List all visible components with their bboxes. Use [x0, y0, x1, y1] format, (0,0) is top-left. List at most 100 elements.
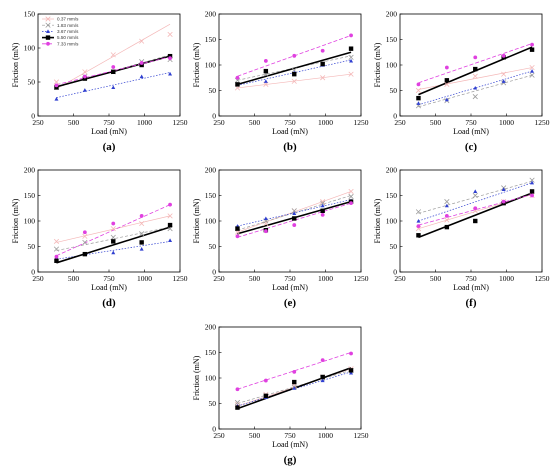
data-point-v733: [54, 83, 59, 88]
data-point-v550: [444, 224, 450, 230]
data-point-v550: [292, 71, 297, 77]
data-point-v037: [472, 73, 478, 79]
data-point-v037: [348, 188, 354, 195]
y-tick-label: 150: [24, 10, 36, 19]
data-point-v183: [415, 209, 422, 215]
y-tick-label: 50: [28, 242, 36, 251]
x-tick-label: 250: [213, 118, 225, 127]
y-tick-label: 0: [212, 425, 216, 434]
x-tick-label: 1250: [173, 118, 188, 127]
legend-label: 7.33 mm/s: [57, 41, 79, 46]
y-axis-title: Friction (mN): [11, 198, 20, 243]
data-point-v733: [349, 33, 353, 38]
data-point-v550: [235, 82, 240, 87]
data-point-v733: [416, 224, 421, 229]
data-point-v183: [139, 231, 145, 237]
x-tick-label: 250: [32, 118, 44, 127]
data-point-v550: [139, 240, 144, 245]
x-axis-title: Load (mN): [453, 283, 489, 292]
data-point-v733: [235, 234, 240, 239]
legend-label: 5.50 mm/s: [57, 35, 79, 40]
data-point-v733: [235, 75, 240, 80]
x-tick-label: 500: [430, 118, 442, 127]
y-tick-label: 150: [205, 348, 217, 357]
data-point-v367: [54, 97, 59, 101]
data-point-v550: [111, 239, 116, 244]
chart-panel: 250 500 750 1000 1250 0 50 100 150 200 Load (mN) Fr…: [192, 10, 369, 153]
x-axis-title: Load (mN): [272, 283, 308, 292]
x-tick-label: 500: [249, 431, 261, 440]
data-point-v367: [292, 386, 297, 390]
data-point-v037: [291, 78, 297, 84]
x-tick-label: 500: [68, 274, 80, 283]
data-point-v037: [110, 226, 116, 232]
x-tick-label: 500: [68, 118, 80, 127]
data-point-v183: [82, 239, 88, 246]
data-point-v550: [529, 189, 535, 194]
chart-panel: 250 500 750 1000 1250 0 50 100 150 200 Load (mN) Fr…: [192, 323, 369, 466]
x-tick-label: 750: [465, 118, 477, 127]
y-tick-label: 150: [386, 35, 398, 44]
data-point-v550: [348, 46, 354, 51]
x-tick-label: 1000: [318, 118, 333, 127]
x-tick-label: 1250: [354, 274, 369, 283]
x-tick-label: 1000: [137, 274, 152, 283]
y-tick-label: 150: [24, 191, 36, 200]
x-tick-label: 1250: [535, 274, 550, 283]
fit-line-v733: [237, 352, 352, 390]
data-point-v183: [291, 208, 297, 214]
data-point-v037: [320, 75, 326, 81]
data-point-v037: [348, 71, 354, 77]
data-point-v367: [263, 79, 268, 83]
plot-frame: [218, 326, 362, 430]
x-tick-label: 1250: [354, 431, 369, 440]
fit-line-v733: [56, 204, 171, 257]
data-point-v733: [320, 358, 325, 363]
y-tick-label: 50: [390, 242, 398, 251]
fit-line-v183: [56, 226, 171, 251]
data-point-v550: [348, 368, 354, 373]
data-point-v733: [111, 65, 116, 69]
x-tick-label: 1000: [318, 274, 333, 283]
data-point-v733: [139, 214, 144, 218]
data-point-v037: [139, 38, 145, 44]
y-tick-label: 0: [393, 112, 397, 121]
data-point-v367: [139, 247, 144, 251]
x-axis-title: Load (mN): [91, 283, 127, 292]
data-point-v733: [473, 55, 478, 60]
x-tick-label: 1000: [137, 118, 152, 127]
data-point-v733: [139, 61, 144, 65]
legend-label: 1.83 mm/s: [57, 23, 79, 28]
fit-line-v367: [56, 72, 171, 98]
fit-line-v550: [418, 192, 533, 239]
data-point-v733: [82, 230, 87, 235]
chart-panel: 250 500 750 1000 1250 0 50 100 150 200 Load (mN) Fr…: [373, 10, 550, 153]
data-point-v183: [444, 199, 450, 205]
y-tick-label: 200: [386, 10, 398, 19]
data-point-v733: [263, 229, 268, 234]
data-point-v367: [416, 219, 421, 223]
y-axis-title: Friction (mN): [192, 42, 201, 87]
data-point-v183: [529, 72, 535, 78]
y-axis-title: Friction (mN): [192, 355, 201, 400]
data-point-v733: [292, 223, 297, 227]
data-point-v550: [263, 68, 269, 74]
data-point-v550: [235, 405, 240, 410]
data-point-v733: [530, 193, 534, 198]
y-tick-label: 100: [205, 374, 217, 383]
data-point-v367: [473, 189, 478, 194]
y-tick-label: 100: [24, 217, 36, 226]
data-point-v550: [111, 69, 116, 74]
plot-frame: [399, 169, 543, 273]
data-point-v367: [444, 97, 449, 102]
x-axis-title: Load (mN): [91, 127, 127, 136]
data-point-v367: [263, 216, 268, 221]
y-tick-label: 100: [24, 44, 36, 53]
legend-marker-v367: [46, 29, 50, 33]
x-tick-label: 1000: [499, 118, 514, 127]
x-tick-label: 250: [394, 274, 406, 283]
x-tick-label: 500: [249, 118, 261, 127]
y-tick-label: 200: [205, 10, 217, 19]
data-point-v037: [53, 238, 60, 244]
legend-marker-v550: [45, 35, 51, 40]
